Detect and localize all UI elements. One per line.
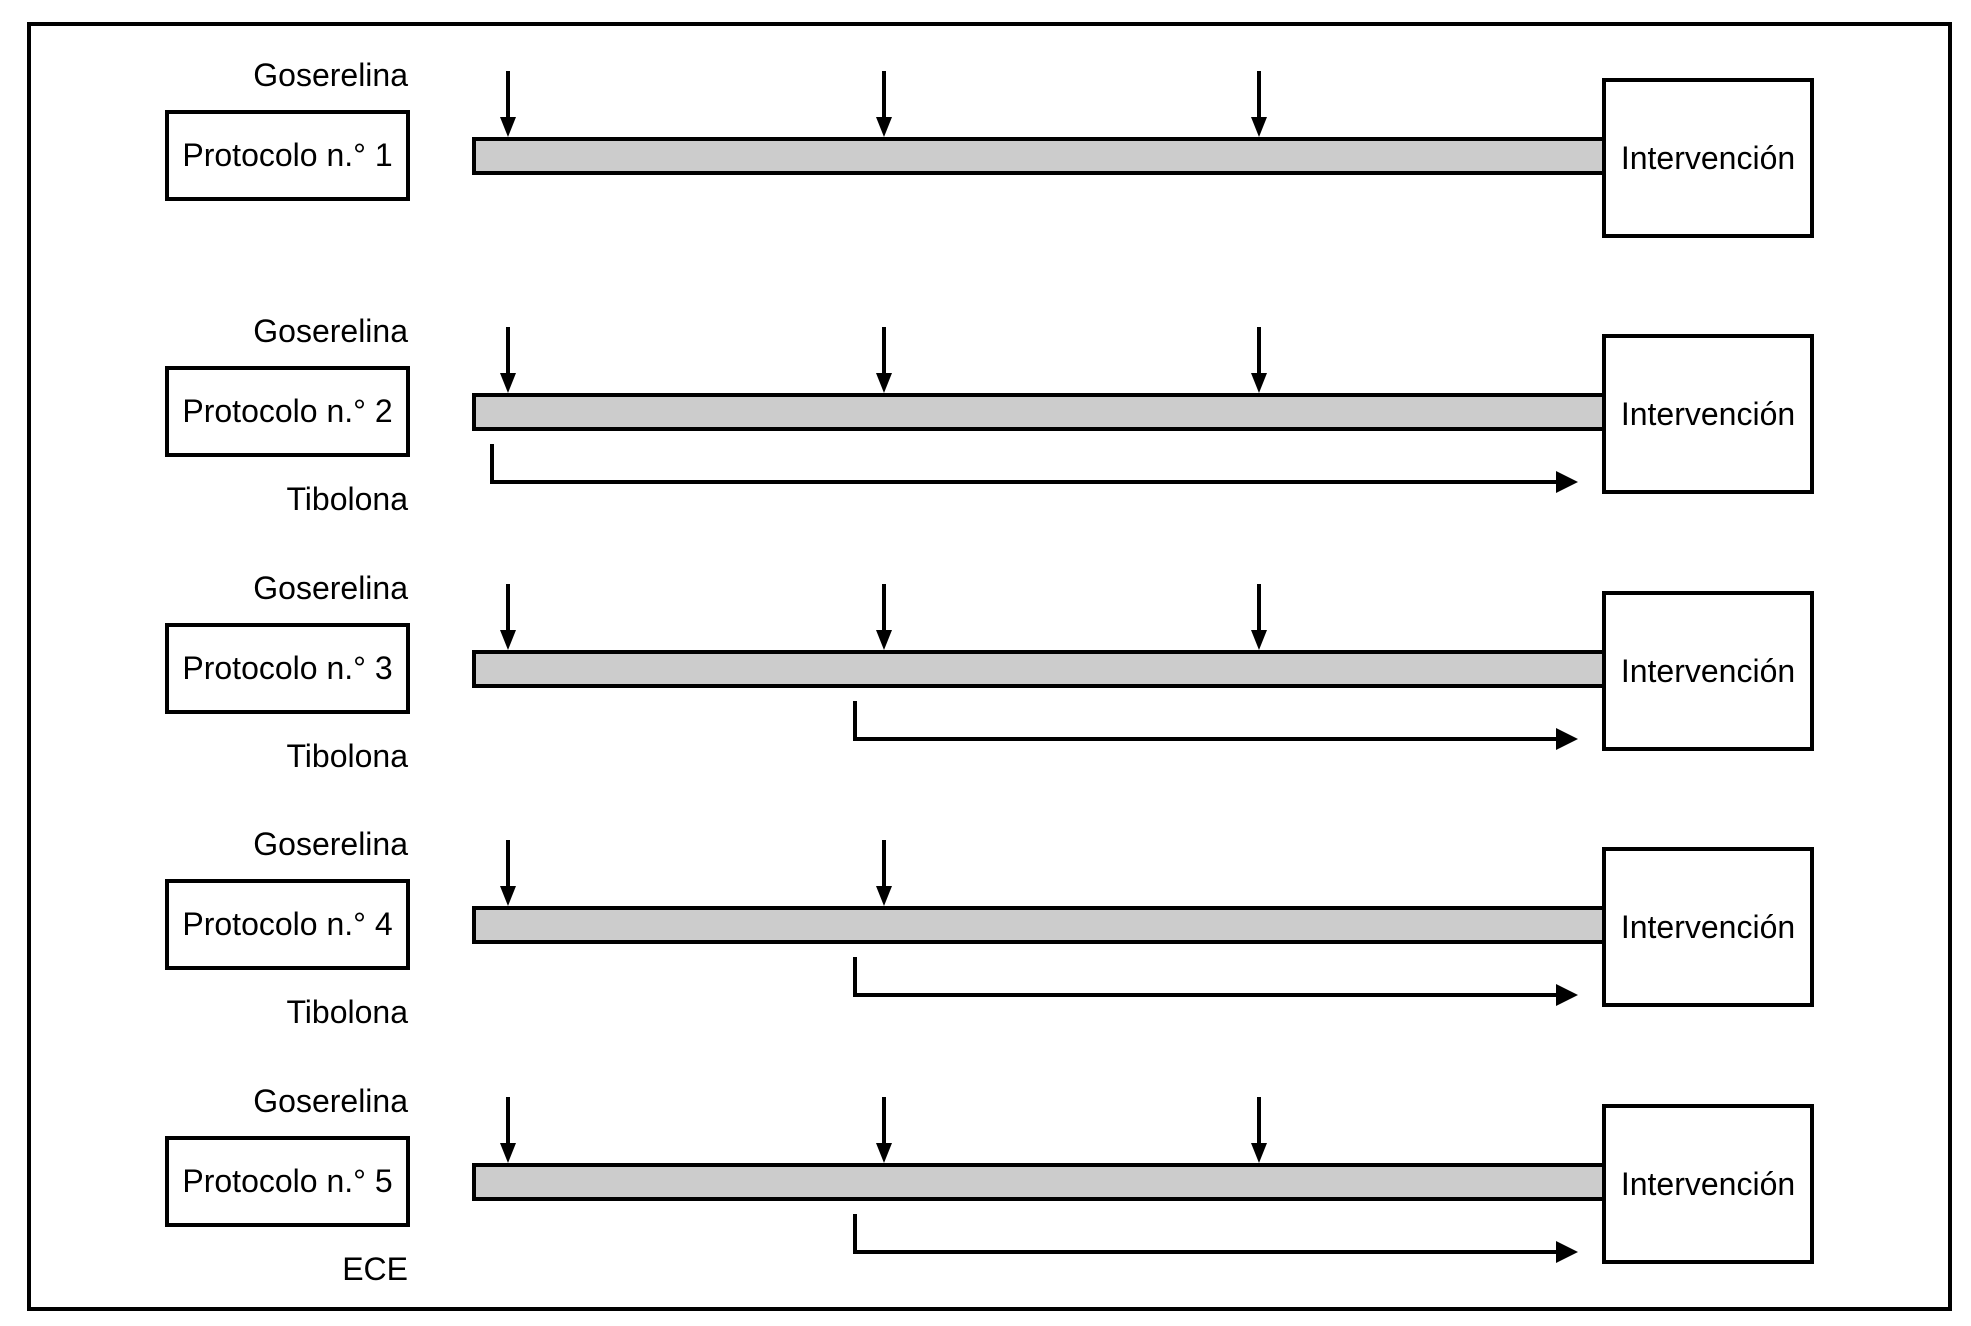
injection-arrow-icon <box>500 1097 516 1163</box>
goserelin-label: Goserelina <box>253 57 408 93</box>
timeline-bar <box>472 137 1602 175</box>
intervention-label: Intervención <box>1620 1165 1796 1202</box>
injection-arrow-icon <box>876 1097 892 1163</box>
intervention-box: Intervención <box>1602 847 1814 1007</box>
adjuvant-line-vertical <box>490 444 494 484</box>
injection-arrow-icon <box>1251 327 1267 393</box>
injection-arrow-icon <box>1251 584 1267 650</box>
protocol-box: Protocolo n.° 4 <box>165 879 410 970</box>
right-arrowhead-icon <box>1556 471 1578 493</box>
protocol-box: Protocolo n.° 1 <box>165 110 410 201</box>
intervention-box: Intervención <box>1602 1104 1814 1264</box>
right-arrowhead-icon <box>1556 984 1578 1006</box>
intervention-box: Intervención <box>1602 591 1814 751</box>
injection-arrow-icon <box>500 327 516 393</box>
adjuvant-line-vertical <box>853 1214 857 1254</box>
intervention-label: Intervención <box>1620 139 1796 176</box>
injection-arrow-icon <box>1251 71 1267 137</box>
injection-arrow-icon <box>1251 1097 1267 1163</box>
timeline-bar <box>472 650 1602 688</box>
intervention-label: Intervención <box>1620 652 1796 689</box>
injection-arrow-icon <box>500 840 516 906</box>
timeline-bar <box>472 393 1602 431</box>
protocol-label: Protocolo n.° 4 <box>182 906 393 942</box>
protocol-row-5: Goserelina Protocolo n.° 5 Intervención … <box>0 1082 1971 1312</box>
protocol-box: Protocolo n.° 5 <box>165 1136 410 1227</box>
protocol-label: Protocolo n.° 3 <box>182 650 393 686</box>
protocol-box: Protocolo n.° 3 <box>165 623 410 714</box>
injection-arrow-icon <box>876 71 892 137</box>
right-arrowhead-icon <box>1556 1241 1578 1263</box>
intervention-box: Intervención <box>1602 334 1814 494</box>
adjuvant-line-horizontal <box>853 993 1556 997</box>
injection-arrow-icon <box>876 584 892 650</box>
adjuvant-drug-label: Tibolona <box>286 994 408 1030</box>
injection-arrow-icon <box>876 327 892 393</box>
protocol-label: Protocolo n.° 2 <box>182 393 393 429</box>
goserelin-label: Goserelina <box>253 1083 408 1119</box>
adjuvant-drug-label: ECE <box>342 1251 408 1287</box>
protocol-label: Protocolo n.° 1 <box>182 137 393 173</box>
protocol-row-1: Goserelina Protocolo n.° 1 Intervención <box>0 56 1971 286</box>
adjuvant-line-horizontal <box>853 1250 1556 1254</box>
goserelin-label: Goserelina <box>253 313 408 349</box>
adjuvant-line-vertical <box>853 957 857 997</box>
protocol-row-4: Goserelina Protocolo n.° 4 Intervención … <box>0 825 1971 1055</box>
adjuvant-line-vertical <box>853 701 857 741</box>
timeline-bar <box>472 1163 1602 1201</box>
protocol-row-2: Goserelina Protocolo n.° 2 Intervención … <box>0 312 1971 542</box>
timeline-bar <box>472 906 1602 944</box>
injection-arrow-icon <box>500 584 516 650</box>
goserelin-label: Goserelina <box>253 826 408 862</box>
adjuvant-drug-label: Tibolona <box>286 738 408 774</box>
adjuvant-drug-label: Tibolona <box>286 481 408 517</box>
protocol-row-3: Goserelina Protocolo n.° 3 Intervención … <box>0 569 1971 799</box>
protocol-label: Protocolo n.° 5 <box>182 1163 393 1199</box>
right-arrowhead-icon <box>1556 728 1578 750</box>
protocol-box: Protocolo n.° 2 <box>165 366 410 457</box>
injection-arrow-icon <box>500 71 516 137</box>
goserelin-label: Goserelina <box>253 570 408 606</box>
intervention-label: Intervención <box>1620 908 1796 945</box>
adjuvant-line-horizontal <box>490 480 1556 484</box>
intervention-label: Intervención <box>1620 395 1796 432</box>
intervention-box: Intervención <box>1602 78 1814 238</box>
injection-arrow-icon <box>876 840 892 906</box>
adjuvant-line-horizontal <box>853 737 1556 741</box>
